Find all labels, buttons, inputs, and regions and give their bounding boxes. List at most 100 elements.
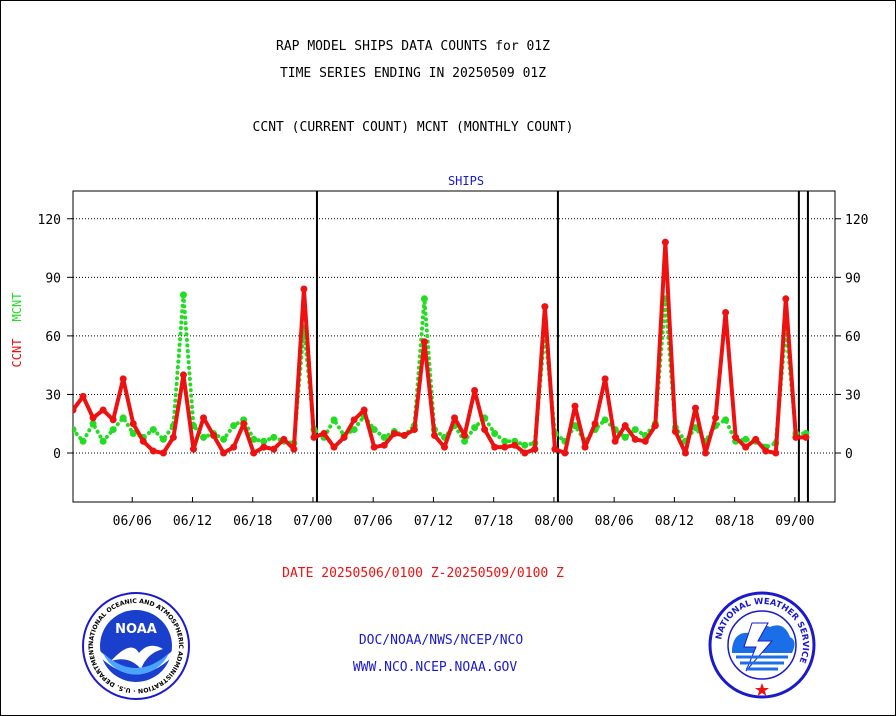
data-point-ccnt-37 <box>440 443 448 451</box>
data-point-ccnt-58 <box>651 422 659 430</box>
data-point-mcnt-55 <box>621 433 629 441</box>
data-point-mcnt-9 <box>159 435 167 443</box>
data-point-ccnt-44 <box>511 441 519 449</box>
xtick-label-10: 08/18 <box>715 514 754 529</box>
data-point-mcnt-8 <box>149 426 157 434</box>
xtick-label-11: 09/00 <box>775 514 814 529</box>
data-point-mcnt-2 <box>89 420 97 428</box>
data-point-ccnt-50 <box>571 402 579 410</box>
data-point-ccnt-27 <box>340 433 348 441</box>
series-line-ccnt <box>73 240 808 455</box>
website-link[interactable]: WWW.NCO.NCEP.NOAA.GOV <box>352 660 518 675</box>
ytick-label-right-30: 30 <box>845 388 861 403</box>
data-point-ccnt-9 <box>159 449 167 457</box>
data-point-ccnt-52 <box>591 420 599 428</box>
data-point-ccnt-7 <box>139 437 147 445</box>
xtick-label-3: 07/00 <box>293 514 332 529</box>
data-point-ccnt-53 <box>601 375 609 383</box>
xtick-label-1: 06/12 <box>173 514 212 529</box>
data-point-ccnt-20 <box>270 445 278 453</box>
data-point-ccnt-26 <box>330 443 338 451</box>
data-point-ccnt-64 <box>712 414 720 422</box>
data-point-ccnt-13 <box>200 414 208 422</box>
data-point-ccnt-49 <box>561 449 569 457</box>
data-point-ccnt-56 <box>631 435 639 443</box>
data-point-mcnt-35 <box>420 295 428 303</box>
data-point-ccnt-0 <box>73 406 77 414</box>
data-point-ccnt-19 <box>260 443 268 451</box>
data-point-ccnt-10 <box>169 433 177 441</box>
data-point-mcnt-13 <box>200 433 208 441</box>
data-point-ccnt-69 <box>762 447 770 455</box>
xtick-label-7: 08/00 <box>534 514 573 529</box>
xtick-label-5: 07/12 <box>414 514 453 529</box>
data-point-mcnt-40 <box>471 424 479 432</box>
data-point-mcnt-45 <box>521 441 529 449</box>
data-point-ccnt-8 <box>149 447 157 455</box>
data-point-mcnt-31 <box>380 433 388 441</box>
data-point-ccnt-22 <box>290 445 298 453</box>
plot-title: SHIPS <box>448 174 484 188</box>
data-point-mcnt-67 <box>742 435 750 443</box>
data-point-mcnt-3 <box>99 437 107 445</box>
data-point-ccnt-12 <box>189 445 197 453</box>
data-point-ccnt-3 <box>99 406 107 414</box>
ytick-label-left-60: 60 <box>45 330 61 345</box>
data-point-ccnt-32 <box>390 429 398 437</box>
date-range-label: DATE 20250506/0100 Z-20250509/0100 Z <box>282 566 564 581</box>
data-point-ccnt-6 <box>129 420 137 428</box>
data-point-mcnt-18 <box>250 435 258 443</box>
data-point-ccnt-73 <box>802 433 810 441</box>
ytick-label-left-90: 90 <box>45 271 61 286</box>
ytick-label-left-0: 0 <box>53 447 61 462</box>
data-point-ccnt-71 <box>782 295 790 303</box>
data-point-ccnt-41 <box>481 426 489 434</box>
data-point-ccnt-40 <box>471 387 479 395</box>
data-point-ccnt-55 <box>621 422 629 430</box>
xtick-label-0: 06/06 <box>113 514 152 529</box>
xtick-label-9: 08/12 <box>655 514 694 529</box>
data-point-mcnt-62 <box>691 424 699 432</box>
data-point-ccnt-23 <box>300 285 308 293</box>
data-point-ccnt-28 <box>350 416 358 424</box>
data-point-ccnt-54 <box>611 437 619 445</box>
data-point-mcnt-26 <box>330 416 338 424</box>
data-point-ccnt-62 <box>691 404 699 412</box>
ytick-label-left-120: 120 <box>38 213 61 228</box>
ytick-label-right-60: 60 <box>845 330 861 345</box>
data-point-ccnt-65 <box>722 308 730 316</box>
data-point-ccnt-1 <box>79 392 87 400</box>
data-point-mcnt-65 <box>722 416 730 424</box>
data-point-ccnt-68 <box>752 435 760 443</box>
ytick-label-right-0: 0 <box>845 447 853 462</box>
data-point-mcnt-1 <box>79 437 87 445</box>
data-point-ccnt-5 <box>119 375 127 383</box>
plot-area-border <box>72 190 836 503</box>
data-point-ccnt-33 <box>400 431 408 439</box>
data-point-ccnt-24 <box>310 433 318 441</box>
data-point-ccnt-42 <box>491 443 499 451</box>
data-point-ccnt-61 <box>681 449 689 457</box>
ytick-label-left-30: 30 <box>45 388 61 403</box>
ytick-label-right-90: 90 <box>845 271 861 286</box>
data-point-ccnt-25 <box>320 429 328 437</box>
data-point-ccnt-70 <box>772 449 780 457</box>
data-point-mcnt-50 <box>571 422 579 430</box>
data-point-ccnt-39 <box>461 431 469 439</box>
ytick-label-right-120: 120 <box>845 213 868 228</box>
data-point-ccnt-30 <box>370 443 378 451</box>
data-point-ccnt-31 <box>380 441 388 449</box>
data-point-ccnt-2 <box>89 414 97 422</box>
data-point-ccnt-17 <box>240 420 248 428</box>
noaa-logo-icon: NATIONAL OCEANIC AND ATMOSPHERIC ADMINIS… <box>81 591 190 700</box>
xtick-label-2: 06/18 <box>233 514 272 529</box>
data-point-ccnt-21 <box>280 435 288 443</box>
data-point-mcnt-4 <box>109 426 117 434</box>
data-point-ccnt-63 <box>702 449 710 457</box>
data-point-ccnt-59 <box>661 238 669 246</box>
org-path-label: DOC/NOAA/NWS/NCEP/NCO <box>358 633 524 648</box>
y-axis-label-group: CCNT MCNT <box>10 293 24 368</box>
nws-logo-icon: NATIONAL WEATHER SERVICE <box>708 591 816 699</box>
data-point-mcnt-16 <box>230 422 238 430</box>
